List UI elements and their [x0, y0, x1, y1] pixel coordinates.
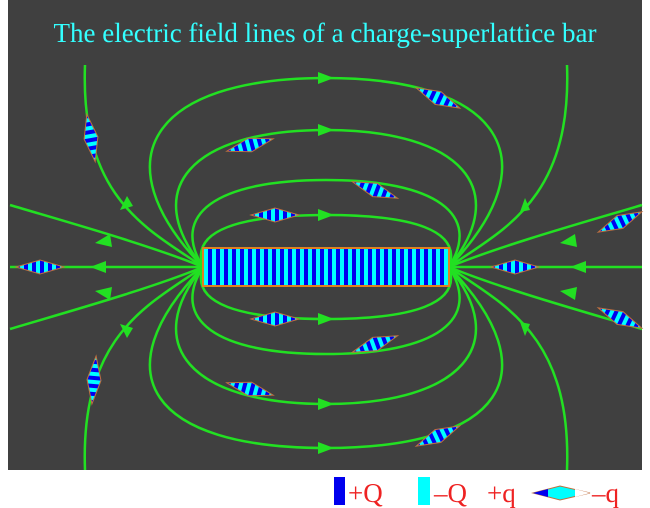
legend-label: +Q [348, 478, 383, 508]
background [8, 0, 642, 470]
arrows [90, 72, 586, 454]
legend-label: –q [591, 478, 620, 508]
bar [202, 247, 450, 287]
legend: +Q –Q +q –q [334, 477, 620, 508]
legend-label: +q [487, 478, 516, 508]
field-lines [9, 64, 643, 471]
legend-label: –Q [433, 478, 468, 508]
legend-swatch [334, 477, 345, 505]
title: The electric field lines of a charge-sup… [54, 18, 597, 48]
legend-swatch [418, 477, 430, 505]
